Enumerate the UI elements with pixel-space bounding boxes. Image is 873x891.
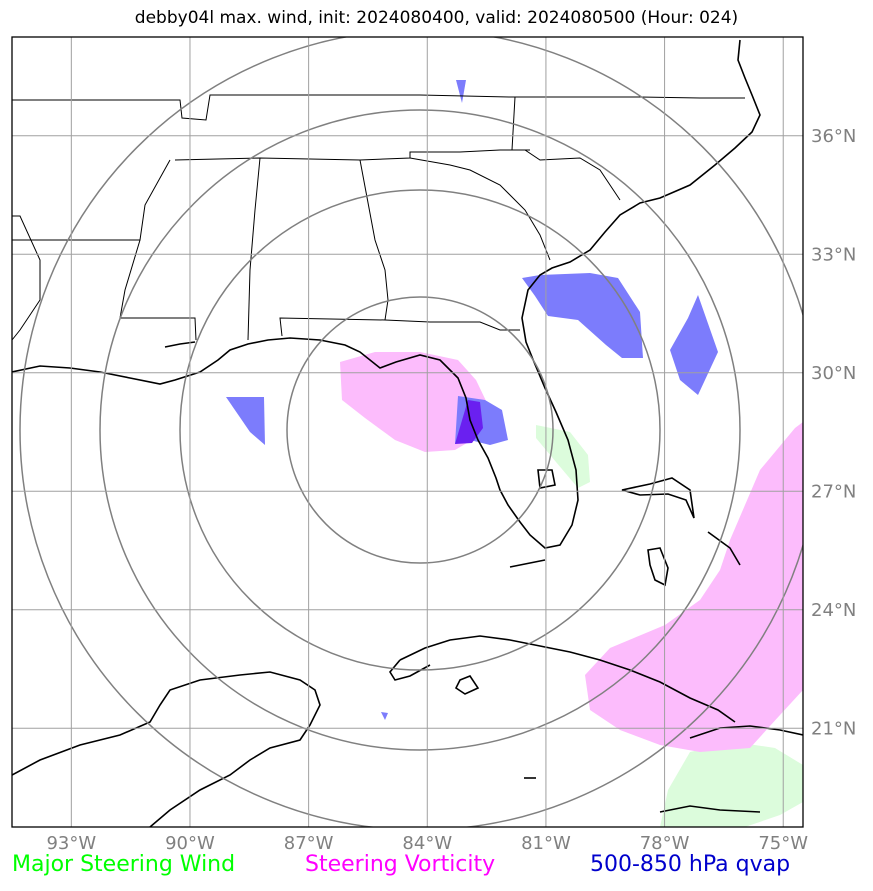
- coastlines: [12, 39, 803, 827]
- latitude-tick-label: 30°N: [811, 363, 856, 384]
- longitude-tick-label: 87°W: [284, 833, 334, 854]
- legend-qvap: 500-850 hPa qvap: [590, 852, 791, 877]
- latitude-tick-label: 27°N: [811, 481, 856, 502]
- map-title: debby04l max. wind, init: 2024080400, va…: [134, 8, 739, 28]
- map-frame: [11, 36, 804, 828]
- latitude-tick-label: 36°N: [811, 126, 856, 147]
- legend-steering-wind: Major Steering Wind: [12, 852, 236, 877]
- latitude-tick-label: 24°N: [811, 600, 856, 621]
- longitude-tick-labels: 93°W 90°W 87°W 84°W 81°W 78°W 75°W: [46, 833, 808, 854]
- longitude-tick-label: 90°W: [165, 833, 215, 854]
- longitude-tick-label: 93°W: [46, 833, 96, 854]
- graticule-lines: [12, 37, 803, 827]
- steering-vorticity-areas: [340, 352, 803, 752]
- range-rings: [19, 37, 803, 827]
- latitude-tick-label: 21°N: [811, 718, 856, 739]
- legend-steering-vorticity: Steering Vorticity: [305, 852, 496, 877]
- longitude-tick-label: 78°W: [640, 833, 690, 854]
- latitude-tick-label: 33°N: [811, 244, 856, 265]
- state-borders: [12, 94, 745, 341]
- latitude-tick-labels: 21°N 24°N 27°N 30°N 33°N 36°N: [811, 126, 856, 740]
- longitude-tick-label: 81°W: [521, 833, 571, 854]
- longitude-tick-label: 75°W: [758, 833, 808, 854]
- longitude-tick-label: 84°W: [402, 833, 452, 854]
